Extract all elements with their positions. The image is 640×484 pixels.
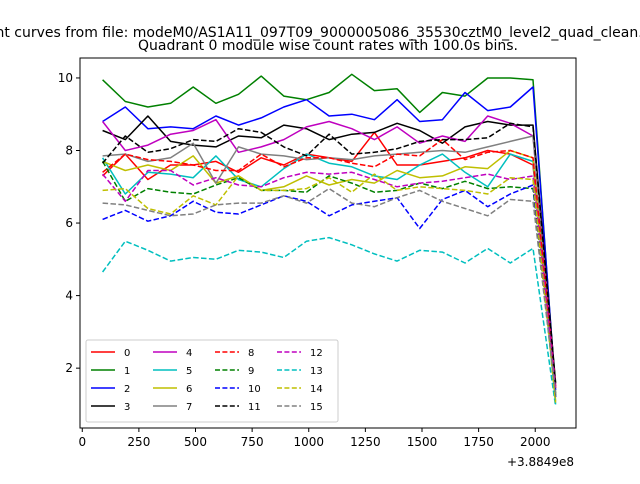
legend-label-12: 12 — [310, 348, 323, 359]
axes-frame — [79, 57, 577, 429]
y-tick-label: 10 — [58, 71, 73, 85]
series-line-9 — [101, 161, 557, 396]
y-tick-label: 8 — [65, 144, 73, 158]
legend-label-2: 2 — [124, 384, 130, 395]
legend-label-10: 10 — [248, 384, 261, 395]
y-tick-label: 2 — [65, 361, 73, 375]
chart-title: Quadrant 0 module wise count rates with … — [138, 38, 518, 54]
series-line-8 — [102, 138, 557, 389]
x-tick-label: 250 — [127, 435, 150, 449]
x-tick-label: 1250 — [350, 435, 381, 449]
legend-label-4: 4 — [186, 348, 192, 359]
legend-label-0: 0 — [124, 348, 130, 359]
x-tick-label: 1750 — [463, 435, 494, 449]
legend-label-11: 11 — [248, 402, 261, 413]
series-line-2 — [102, 86, 557, 390]
series-line-1 — [102, 73, 557, 394]
series-line-10 — [102, 184, 557, 398]
legend-label-1: 1 — [124, 366, 130, 377]
x-tick-label: 750 — [241, 435, 264, 449]
y-tick-label: 4 — [65, 289, 73, 303]
x-tick-label: 500 — [184, 435, 207, 449]
series-line-13 — [101, 236, 557, 407]
x-tick-label: 1500 — [407, 435, 438, 449]
plot-area — [101, 73, 557, 407]
x-tick-label: 2000 — [520, 435, 551, 449]
x-tick-label: 0 — [78, 435, 86, 449]
legend-label-13: 13 — [310, 366, 323, 377]
legend-label-5: 5 — [186, 366, 192, 377]
legend-label-8: 8 — [248, 348, 254, 359]
legend-label-9: 9 — [248, 366, 254, 377]
figure-suptitle: Light curves from file: modeM0/AS1A11_09… — [0, 25, 640, 41]
series-line-12 — [102, 169, 557, 390]
series-line-6 — [102, 149, 557, 401]
series-line-14 — [102, 173, 557, 403]
legend-label-14: 14 — [310, 384, 323, 395]
legend-label-3: 3 — [124, 402, 130, 413]
series-line-3 — [102, 115, 557, 383]
series-line-4 — [102, 115, 557, 387]
y-tick-label: 6 — [65, 216, 73, 230]
series-line-11 — [102, 122, 557, 385]
x-offset-label: +3.8849e8 — [507, 455, 574, 469]
x-tick-label: 1000 — [293, 435, 324, 449]
legend-label-7: 7 — [186, 402, 192, 413]
legend-label-15: 15 — [310, 402, 323, 413]
series-line-15 — [102, 187, 557, 394]
legend-label-6: 6 — [186, 384, 192, 395]
legend-frame — [85, 339, 339, 423]
